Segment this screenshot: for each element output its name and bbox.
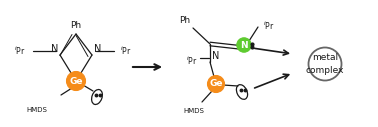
Text: HMDS: HMDS <box>184 108 204 114</box>
Text: Ph: Ph <box>70 21 82 30</box>
Text: N: N <box>240 41 248 50</box>
Text: N: N <box>94 44 101 54</box>
Circle shape <box>208 75 225 92</box>
Text: N: N <box>51 44 58 54</box>
Text: metal
complex: metal complex <box>306 53 344 75</box>
Text: N: N <box>212 51 219 61</box>
Text: Ph: Ph <box>179 16 190 25</box>
Circle shape <box>308 47 341 81</box>
Text: HMDS: HMDS <box>26 107 47 113</box>
Text: $^{i}$Pr: $^{i}$Pr <box>263 20 275 32</box>
Text: Ge: Ge <box>69 76 83 85</box>
Circle shape <box>237 38 251 52</box>
Text: $^{i}$Pr: $^{i}$Pr <box>120 45 132 57</box>
Circle shape <box>67 72 85 91</box>
Text: $^{i}$Pr: $^{i}$Pr <box>186 55 198 67</box>
Text: $^{i}$Pr: $^{i}$Pr <box>14 45 26 57</box>
Text: Ge: Ge <box>209 80 223 89</box>
